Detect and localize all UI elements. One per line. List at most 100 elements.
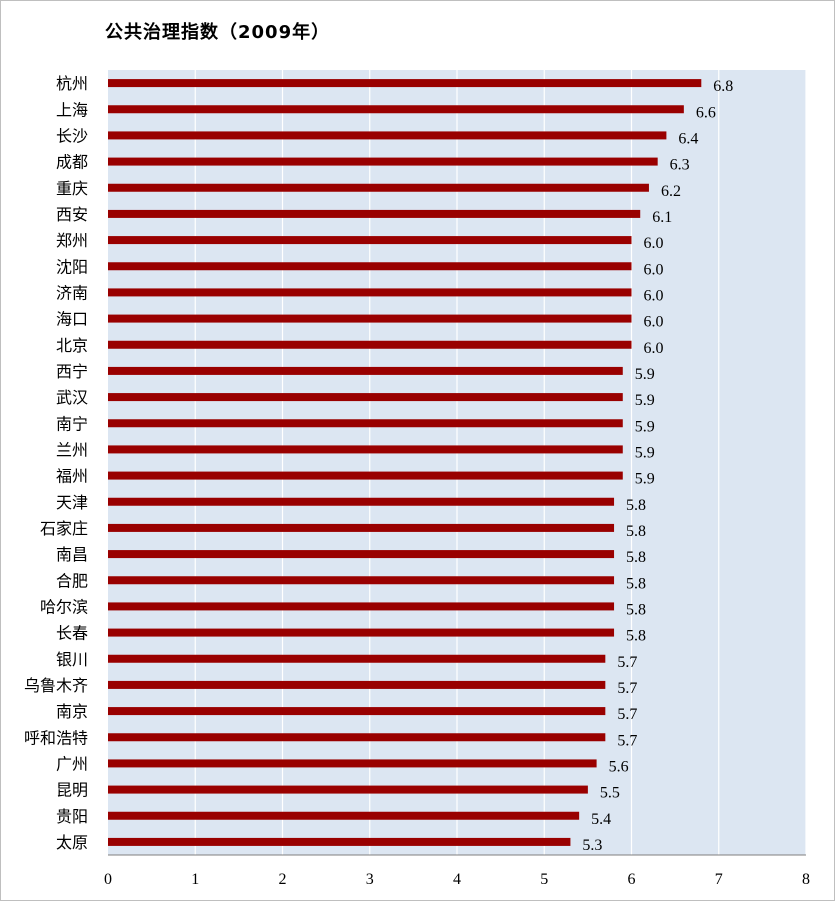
bar (108, 105, 684, 114)
data-label: 5.9 (635, 418, 655, 435)
category-label: 西安 (56, 205, 88, 224)
data-label: 5.3 (582, 837, 602, 854)
bar (108, 209, 641, 218)
bar (108, 236, 632, 245)
category-labels: 杭州上海长沙成都重庆西安郑州沈阳济南海口北京西宁武汉南宁兰州福州天津石家庄南昌合… (24, 74, 88, 852)
category-label: 太原 (56, 833, 88, 852)
data-label: 5.8 (626, 601, 646, 618)
category-label: 北京 (56, 336, 88, 355)
bar (108, 288, 632, 297)
data-label: 5.9 (635, 471, 655, 488)
category-label: 南宁 (56, 414, 88, 433)
category-label: 沈阳 (56, 257, 88, 276)
bars (108, 79, 702, 846)
data-label: 5.9 (635, 392, 655, 409)
gridlines (194, 70, 807, 855)
bar (108, 340, 632, 349)
bar (108, 157, 658, 166)
category-label: 长沙 (56, 126, 88, 145)
data-label: 5.7 (617, 680, 637, 697)
bar (108, 654, 606, 663)
x-tick-label: 6 (628, 871, 636, 888)
category-label: 哈尔滨 (40, 597, 88, 616)
x-tick-label: 3 (366, 871, 374, 888)
category-label: 兰州 (56, 440, 88, 459)
bar (108, 79, 702, 88)
bar (108, 419, 623, 428)
category-label: 济南 (56, 283, 88, 302)
data-label: 6.6 (696, 104, 716, 121)
category-label: 银川 (56, 650, 88, 669)
data-label: 6.0 (644, 314, 664, 331)
bar (108, 523, 615, 532)
data-label: 6.0 (644, 287, 664, 304)
category-label: 上海 (56, 100, 88, 119)
x-tick-label: 5 (540, 871, 548, 888)
category-label: 重庆 (56, 179, 88, 198)
data-label: 5.8 (626, 575, 646, 592)
category-label: 武汉 (56, 388, 88, 407)
category-label: 广州 (56, 754, 88, 773)
data-label: 5.6 (609, 758, 629, 775)
bar (108, 366, 623, 375)
x-tick-labels: 0 1 2 3 4 5 6 7 8 (104, 871, 810, 888)
x-tick-label: 1 (191, 871, 199, 888)
category-label: 天津 (56, 493, 88, 512)
bar (108, 393, 623, 402)
data-label: 5.5 (600, 785, 620, 802)
data-label: 6.2 (661, 183, 681, 200)
bar (108, 314, 632, 323)
data-label: 6.0 (644, 235, 664, 252)
bar (108, 445, 623, 454)
value-labels: 6.8 6.6 6.4 6.3 6.2 6.1 6.0 6.0 6.0 6.0 6.0 5.9 5.9 5… (582, 78, 733, 854)
data-label: 5.8 (626, 497, 646, 514)
bar (108, 811, 580, 820)
bar (108, 628, 615, 637)
data-label: 6.0 (644, 261, 664, 278)
data-label: 6.0 (644, 340, 664, 357)
bar (108, 576, 615, 585)
chart-title: 公共治理指数（2009年） (105, 22, 331, 43)
category-label: 西宁 (56, 362, 88, 381)
data-label: 6.4 (678, 130, 698, 147)
bar (108, 759, 597, 768)
bar (108, 183, 649, 192)
data-label: 5.9 (635, 366, 655, 383)
category-label: 乌鲁木齐 (24, 676, 88, 695)
data-label: 5.9 (635, 444, 655, 461)
data-label: 5.4 (591, 811, 611, 828)
bar (108, 471, 623, 480)
data-label: 5.8 (626, 549, 646, 566)
category-label: 长春 (56, 624, 88, 643)
bar (108, 497, 615, 506)
bar (108, 131, 667, 140)
data-label: 5.7 (617, 706, 637, 723)
data-label: 5.8 (626, 523, 646, 540)
category-label: 南昌 (56, 545, 88, 564)
bar (108, 262, 632, 271)
data-label: 5.7 (617, 654, 637, 671)
category-label: 成都 (56, 153, 88, 172)
category-label: 呼和浩特 (24, 728, 88, 747)
data-label: 5.7 (617, 732, 637, 749)
category-label: 昆明 (56, 781, 88, 800)
x-tick-label: 2 (279, 871, 287, 888)
data-label: 6.8 (713, 78, 733, 95)
x-tick-label: 0 (104, 871, 112, 888)
category-label: 南京 (56, 702, 88, 721)
bar (108, 680, 606, 689)
category-label: 贵阳 (56, 807, 88, 826)
bar (108, 837, 571, 846)
category-label: 石家庄 (40, 519, 88, 538)
category-label: 合肥 (56, 571, 88, 590)
category-label: 杭州 (56, 74, 88, 93)
category-label: 郑州 (56, 231, 88, 250)
bar (108, 733, 606, 742)
bar (108, 707, 606, 716)
bar (108, 602, 615, 611)
category-label: 海口 (56, 310, 88, 329)
data-label: 5.8 (626, 628, 646, 645)
bar (108, 785, 588, 794)
data-label: 6.3 (670, 157, 690, 174)
